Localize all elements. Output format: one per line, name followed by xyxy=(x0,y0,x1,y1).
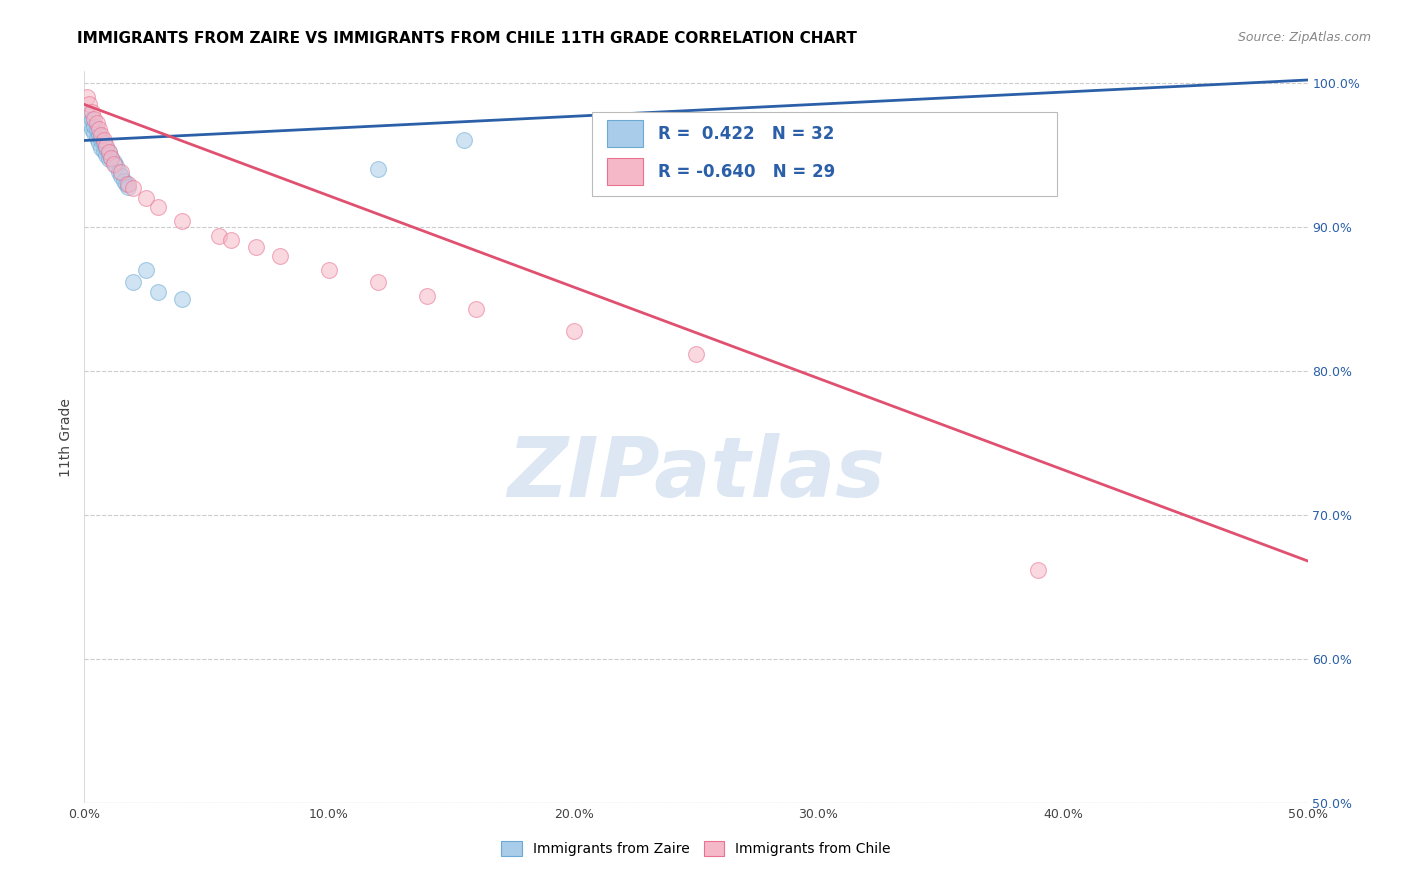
Point xyxy=(97,152,120,166)
Point xyxy=(115,177,138,191)
Point xyxy=(77,116,100,130)
Point xyxy=(1028,563,1050,577)
Point xyxy=(105,160,128,174)
FancyBboxPatch shape xyxy=(592,112,1057,195)
Legend: Immigrants from Zaire, Immigrants from Chile: Immigrants from Zaire, Immigrants from C… xyxy=(495,836,897,862)
Y-axis label: 11th Grade: 11th Grade xyxy=(59,398,73,476)
Point xyxy=(90,133,112,147)
Text: R = -0.640   N = 29: R = -0.640 N = 29 xyxy=(658,162,835,180)
Point xyxy=(90,141,112,155)
Point xyxy=(80,104,103,119)
Point xyxy=(269,249,291,263)
Point xyxy=(110,165,132,179)
Point xyxy=(97,145,120,159)
Point xyxy=(77,97,100,112)
Text: R =  0.422   N = 32: R = 0.422 N = 32 xyxy=(658,125,834,143)
Point xyxy=(172,214,194,228)
Text: IMMIGRANTS FROM ZAIRE VS IMMIGRANTS FROM CHILE 11TH GRADE CORRELATION CHART: IMMIGRANTS FROM ZAIRE VS IMMIGRANTS FROM… xyxy=(77,31,858,46)
Bar xyxy=(606,120,644,147)
Point xyxy=(146,285,169,299)
Point xyxy=(100,151,122,165)
Point xyxy=(117,177,139,191)
Point xyxy=(93,133,115,147)
Point xyxy=(90,128,112,142)
Point xyxy=(110,169,132,184)
Point xyxy=(96,141,118,155)
Point xyxy=(86,130,108,145)
Point xyxy=(685,346,707,360)
Point xyxy=(122,181,145,195)
Point xyxy=(100,151,122,165)
Point xyxy=(245,240,267,254)
Point xyxy=(146,200,169,214)
Point xyxy=(219,233,242,247)
Point xyxy=(83,119,105,133)
Point xyxy=(117,179,139,194)
Point xyxy=(80,112,103,126)
Point xyxy=(453,133,475,147)
Point xyxy=(562,324,585,338)
Point xyxy=(208,228,231,243)
Point xyxy=(135,191,157,205)
Point xyxy=(318,263,340,277)
Point xyxy=(76,107,98,121)
Point xyxy=(93,136,115,151)
Point xyxy=(96,139,118,153)
Point xyxy=(367,275,389,289)
Point xyxy=(87,128,110,142)
Point xyxy=(93,144,115,158)
Point xyxy=(87,122,110,136)
Text: ZIPatlas: ZIPatlas xyxy=(508,434,884,514)
Point xyxy=(135,263,157,277)
Point xyxy=(107,165,129,179)
Point xyxy=(86,123,108,137)
Bar xyxy=(606,158,644,186)
Point xyxy=(103,155,125,169)
Point xyxy=(172,292,194,306)
Point xyxy=(122,275,145,289)
Point xyxy=(464,301,486,316)
Text: Source: ZipAtlas.com: Source: ZipAtlas.com xyxy=(1237,31,1371,45)
Point xyxy=(97,145,120,159)
Point xyxy=(112,174,135,188)
Point xyxy=(96,148,118,162)
Point xyxy=(87,136,110,151)
Point xyxy=(416,289,439,303)
Point xyxy=(367,162,389,177)
Point xyxy=(76,90,98,104)
Point xyxy=(103,156,125,170)
Point xyxy=(83,112,105,126)
Point xyxy=(80,122,103,136)
Point xyxy=(83,126,105,140)
Point xyxy=(86,116,108,130)
